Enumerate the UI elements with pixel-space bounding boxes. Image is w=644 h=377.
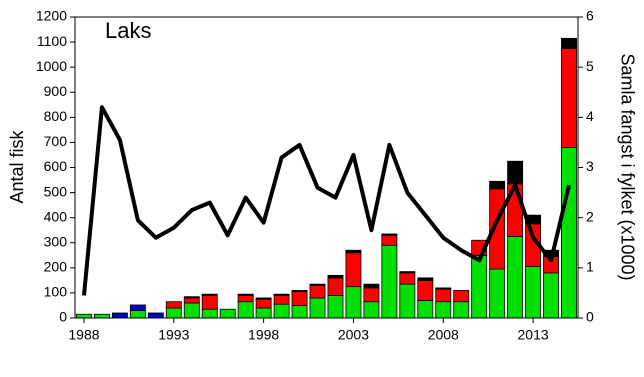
x-tick-label: 2013 xyxy=(518,327,549,343)
bar-segment xyxy=(291,291,308,306)
bar-segment xyxy=(201,308,218,319)
bar-segment xyxy=(363,283,380,289)
bar-segment xyxy=(165,301,182,309)
y-tick-label: 1000 xyxy=(36,58,67,74)
x-tick-label: 1993 xyxy=(158,327,189,343)
bar-segment xyxy=(255,307,272,319)
bar-segment xyxy=(471,254,488,319)
y2-tick-label: 4 xyxy=(586,108,594,124)
bar-segment xyxy=(76,313,92,319)
y-tick-label: 400 xyxy=(44,208,68,224)
bar-segment xyxy=(489,268,506,319)
bar-segment xyxy=(309,297,326,319)
annotation: Laks xyxy=(105,18,151,43)
y2-tick-label: 3 xyxy=(586,158,594,174)
y2-tick-label: 6 xyxy=(586,8,594,24)
bar-segment xyxy=(345,286,362,319)
bar-segment xyxy=(255,297,272,300)
bar-segment xyxy=(525,266,542,319)
bar-segment xyxy=(417,279,434,301)
y-tick-label: 700 xyxy=(44,133,68,149)
bar-segment xyxy=(327,274,344,279)
bar-segment xyxy=(129,304,146,311)
x-tick-label: 2003 xyxy=(338,327,369,343)
bar-segment xyxy=(219,308,236,319)
bar-segment xyxy=(255,298,272,309)
bar-segment xyxy=(201,295,218,310)
bar-segment xyxy=(291,290,308,293)
y-tick-label: 300 xyxy=(44,233,68,249)
bar-segment xyxy=(507,236,524,319)
line-series xyxy=(81,105,571,296)
y-tick-label: 0 xyxy=(59,309,67,325)
y-tick-label: 900 xyxy=(44,83,68,99)
bar-segment xyxy=(435,288,452,303)
x-tick-label: 2008 xyxy=(428,327,459,343)
bar-segment xyxy=(165,307,182,319)
x-tick-label: 1988 xyxy=(68,327,99,343)
bar-segment xyxy=(435,301,452,319)
bar-segment xyxy=(417,300,434,319)
bar-segment xyxy=(327,295,344,319)
bar-segment xyxy=(327,277,344,296)
bar-segment xyxy=(489,180,506,190)
y2-tick-label: 0 xyxy=(586,309,594,325)
bar-segment xyxy=(399,271,416,274)
bar-segment xyxy=(453,290,470,303)
bar-segment xyxy=(201,293,218,296)
y-tick-label: 800 xyxy=(44,108,68,124)
bar-segment xyxy=(453,301,470,319)
y-tick-label: 500 xyxy=(44,183,68,199)
bar-segment xyxy=(237,295,254,303)
y-tick-label: 600 xyxy=(44,158,68,174)
bar-segment xyxy=(291,305,308,319)
bar-segment xyxy=(147,312,164,319)
bar-segment xyxy=(237,301,254,319)
bar-segment xyxy=(381,234,398,246)
bar-segment xyxy=(435,287,452,290)
bar-segment xyxy=(273,295,290,305)
bar-segment xyxy=(309,284,326,299)
bar-segment xyxy=(543,272,559,319)
bar-segment xyxy=(363,287,380,303)
y2-tick-label: 2 xyxy=(586,208,594,224)
y2-tick-label: 5 xyxy=(586,58,594,74)
bar-segment xyxy=(561,37,577,49)
bar-segment xyxy=(129,310,146,319)
y-tick-label: 1100 xyxy=(37,33,67,49)
y2-tick-label: 1 xyxy=(586,259,594,275)
y2-axis-label: Samla fangst i fylket (x1000) xyxy=(617,53,637,280)
bar-segment xyxy=(183,297,200,304)
plot-frame xyxy=(74,16,579,319)
y-tick-label: 100 xyxy=(44,284,68,300)
y-tick-label: 1200 xyxy=(36,8,67,24)
bar-segment xyxy=(561,147,577,319)
bar-segment xyxy=(309,283,326,286)
bar-segment xyxy=(507,160,524,185)
bar-segment xyxy=(381,233,398,236)
bar-segment xyxy=(345,249,362,254)
bar-segment xyxy=(273,293,290,296)
bar-segment xyxy=(273,303,290,319)
bar-segment xyxy=(94,313,110,319)
y-axis-label: Antal fisk xyxy=(7,129,27,203)
bar-segment xyxy=(417,277,434,281)
bar-segment xyxy=(111,312,128,319)
bar-segment xyxy=(345,252,362,288)
bar-segment xyxy=(399,272,416,285)
y-tick-label: 200 xyxy=(44,259,68,275)
bar-segment xyxy=(363,301,380,319)
bar-segment xyxy=(381,244,398,319)
bar-segment xyxy=(399,283,416,319)
bar-segment xyxy=(561,47,577,148)
bar-segment xyxy=(237,293,254,296)
bar-segment xyxy=(183,296,200,299)
bar-segment xyxy=(183,302,200,319)
x-tick-label: 1998 xyxy=(248,327,279,343)
